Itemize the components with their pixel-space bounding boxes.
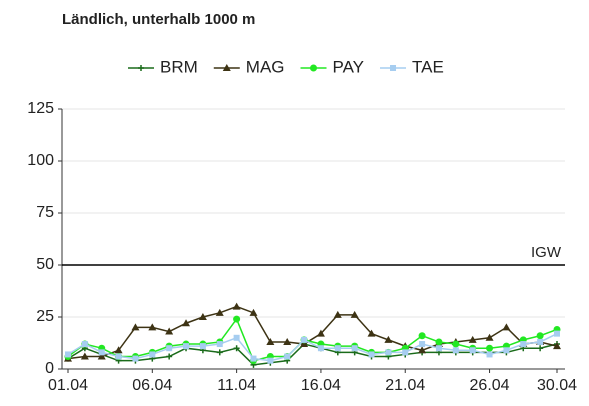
point [284, 353, 291, 360]
point [468, 335, 477, 343]
point [132, 355, 139, 362]
point [233, 334, 240, 341]
x-tick-label: 01.04 [48, 377, 88, 394]
point [216, 341, 223, 348]
y-tick-label: 25 [36, 308, 54, 325]
point [114, 346, 123, 354]
point [148, 323, 157, 331]
y-tick-label: 75 [36, 204, 54, 221]
legend-marker [310, 64, 318, 72]
point [418, 346, 427, 354]
legend-marker [222, 64, 231, 71]
x-tick-label: 16.04 [301, 377, 341, 394]
point [301, 336, 308, 343]
point [452, 347, 459, 354]
point [131, 323, 140, 331]
x-tick-label: 26.04 [470, 377, 510, 394]
point [520, 341, 527, 348]
series-line [67, 317, 558, 362]
point [316, 329, 325, 337]
point [486, 344, 494, 352]
point [402, 349, 409, 356]
point [283, 337, 292, 345]
point [80, 352, 89, 360]
x-tick-label: 06.04 [132, 377, 172, 394]
legend-label: MAG [246, 57, 285, 76]
point [300, 340, 309, 348]
point [503, 347, 510, 354]
point [367, 329, 376, 337]
point [368, 351, 375, 358]
series-line [67, 305, 558, 360]
point [115, 353, 122, 360]
y-tick-label: 50 [36, 256, 54, 273]
y-tick-label: 0 [45, 360, 54, 377]
point [553, 342, 561, 350]
point [198, 313, 207, 320]
legend-label: BRM [160, 57, 198, 76]
point [418, 332, 426, 340]
y-tick-label: 125 [27, 100, 54, 117]
legend-marker [390, 65, 397, 71]
point [81, 341, 88, 348]
legend-label: TAE [412, 57, 444, 76]
point [384, 335, 393, 343]
legend-label: PAY [333, 57, 365, 76]
chart-title: Ländlich, unterhalb 1000 m [62, 11, 255, 28]
point [216, 349, 223, 356]
point [266, 337, 275, 345]
point [183, 343, 190, 350]
x-tick-label: 11.04 [217, 377, 256, 394]
point [536, 332, 544, 340]
x-tick-label: 30.04 [537, 377, 577, 394]
point [334, 345, 341, 352]
point [419, 341, 426, 348]
point [232, 302, 241, 310]
point [502, 323, 511, 331]
point [435, 338, 443, 346]
point [199, 343, 206, 350]
threshold-label: IGW [531, 244, 562, 261]
point [182, 319, 191, 327]
point [486, 351, 493, 358]
point [249, 308, 258, 316]
y-tick-label: 100 [27, 152, 54, 169]
point [98, 349, 105, 356]
point [554, 330, 560, 337]
point [333, 310, 342, 318]
point [233, 315, 241, 323]
legend-marker [138, 65, 144, 71]
point [317, 345, 324, 352]
point [149, 351, 156, 358]
point [166, 353, 173, 360]
series-line [67, 332, 558, 362]
point [537, 338, 544, 345]
x-tick-label: 21.04 [385, 377, 425, 394]
point [215, 308, 224, 316]
point [267, 357, 274, 364]
point [250, 355, 257, 362]
point [469, 347, 476, 354]
point [435, 345, 442, 352]
point [485, 333, 494, 341]
point [350, 310, 359, 318]
point [385, 349, 392, 356]
point [537, 345, 544, 352]
point [97, 352, 106, 360]
point [351, 345, 358, 352]
point [165, 327, 174, 335]
point [452, 340, 460, 348]
point [65, 351, 71, 358]
point [233, 345, 240, 352]
point [166, 345, 173, 352]
